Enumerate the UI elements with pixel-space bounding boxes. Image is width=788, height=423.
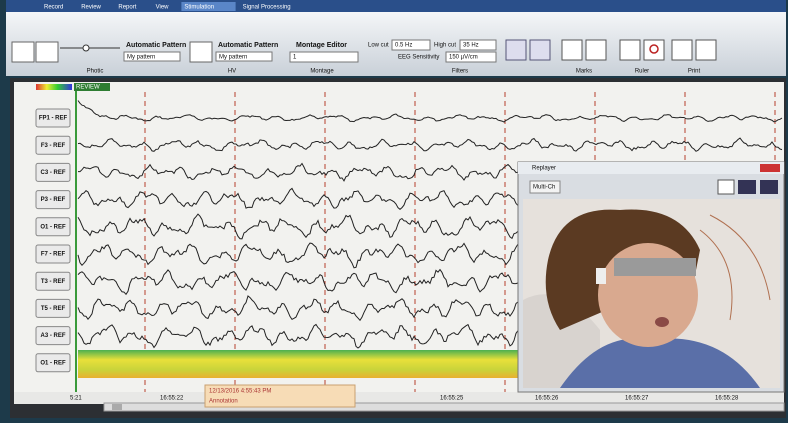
annotation-label: Annotation	[209, 399, 238, 405]
mode-label: REVIEW	[76, 85, 100, 91]
video-title: Replayer	[532, 166, 556, 172]
group-label: Photic	[87, 69, 104, 75]
label[interactable]: Montage Editor	[296, 42, 347, 49]
video-button-label: Multi-Ch	[533, 185, 555, 191]
menu-item[interactable]: View	[156, 5, 170, 11]
time-label: 16:55:22	[160, 396, 184, 402]
ruler-button[interactable]	[620, 40, 640, 60]
group-label: Filters	[452, 69, 468, 75]
color-scale	[36, 84, 72, 90]
group-label: Ruler	[635, 69, 649, 75]
print-button[interactable]	[672, 40, 692, 60]
zoom-button[interactable]	[718, 180, 734, 194]
channel-label: F3 - REF	[41, 143, 66, 149]
screen: Record Review Report View Stimulation Signal …	[0, 0, 788, 423]
time-axis	[14, 392, 784, 404]
dropdown-value: 0.5 Hz	[395, 43, 412, 49]
video-window: Replayer Multi-Ch	[518, 162, 784, 392]
filter-button[interactable]	[530, 40, 550, 60]
layout-button[interactable]	[738, 180, 756, 194]
channel-label: C3 - REF	[40, 170, 65, 176]
time-label: 16:55:27	[625, 396, 649, 402]
menu-item[interactable]: Record	[44, 5, 63, 11]
zoom-button[interactable]	[644, 40, 664, 60]
channel-label: O1 - REF	[40, 360, 66, 366]
photic-button[interactable]	[36, 42, 58, 62]
channel-label: T5 - REF	[41, 306, 66, 312]
time-label: 16:55:26	[535, 396, 559, 402]
channel-label: FP1 - REF	[39, 116, 68, 122]
photic-button[interactable]	[12, 42, 34, 62]
group-label: Print	[688, 69, 701, 75]
dropdown[interactable]	[290, 52, 358, 62]
channel-label: F7 - REF	[41, 252, 66, 258]
video-title-bar	[518, 162, 784, 174]
start-time: 5:21	[70, 396, 82, 402]
hv-button[interactable]	[190, 42, 212, 62]
eye-mask	[614, 258, 696, 276]
label: Automatic Pattern	[218, 42, 278, 49]
group-label: Marks	[576, 69, 592, 75]
channel-label: O1 - REF	[40, 224, 66, 230]
scroll-thumb[interactable]	[112, 404, 122, 410]
spectrogram	[78, 350, 518, 378]
dropdown-value: 35 Hz	[463, 43, 479, 49]
slider-thumb[interactable]	[83, 45, 89, 51]
marks-button[interactable]	[562, 40, 582, 60]
time-label: 16:55:25	[440, 396, 464, 402]
annotation-time: 12/13/2016 4:55:43 PM	[209, 389, 271, 395]
menu-item[interactable]: Review	[81, 5, 101, 11]
time-label: 16:55:28	[715, 396, 739, 402]
menu-item[interactable]: Signal Processing	[243, 5, 291, 11]
print-button[interactable]	[696, 40, 716, 60]
label: Low cut	[368, 43, 389, 49]
label: High cut	[434, 43, 456, 49]
channel-label: T3 - REF	[41, 279, 66, 285]
dropdown-value: 150 µV/cm	[449, 55, 478, 61]
label: Automatic Pattern	[126, 42, 186, 49]
menu-item[interactable]: Stimulation	[184, 5, 214, 11]
label: EEG Sensitivity	[398, 55, 439, 61]
marks-button[interactable]	[586, 40, 606, 60]
electrode-tape	[596, 268, 606, 284]
group-label: Montage	[310, 69, 334, 75]
dropdown-value: My pattern	[219, 55, 247, 61]
close-button[interactable]	[760, 164, 780, 172]
layout-button[interactable]	[760, 180, 778, 194]
dropdown-value: My pattern	[127, 55, 155, 61]
filter-button[interactable]	[506, 40, 526, 60]
group-label: HV	[228, 69, 236, 75]
mouth	[655, 317, 669, 327]
channel-label: A3 - REF	[40, 333, 65, 339]
channel-label: P3 - REF	[41, 197, 66, 203]
menu-item[interactable]: Report	[118, 5, 136, 11]
